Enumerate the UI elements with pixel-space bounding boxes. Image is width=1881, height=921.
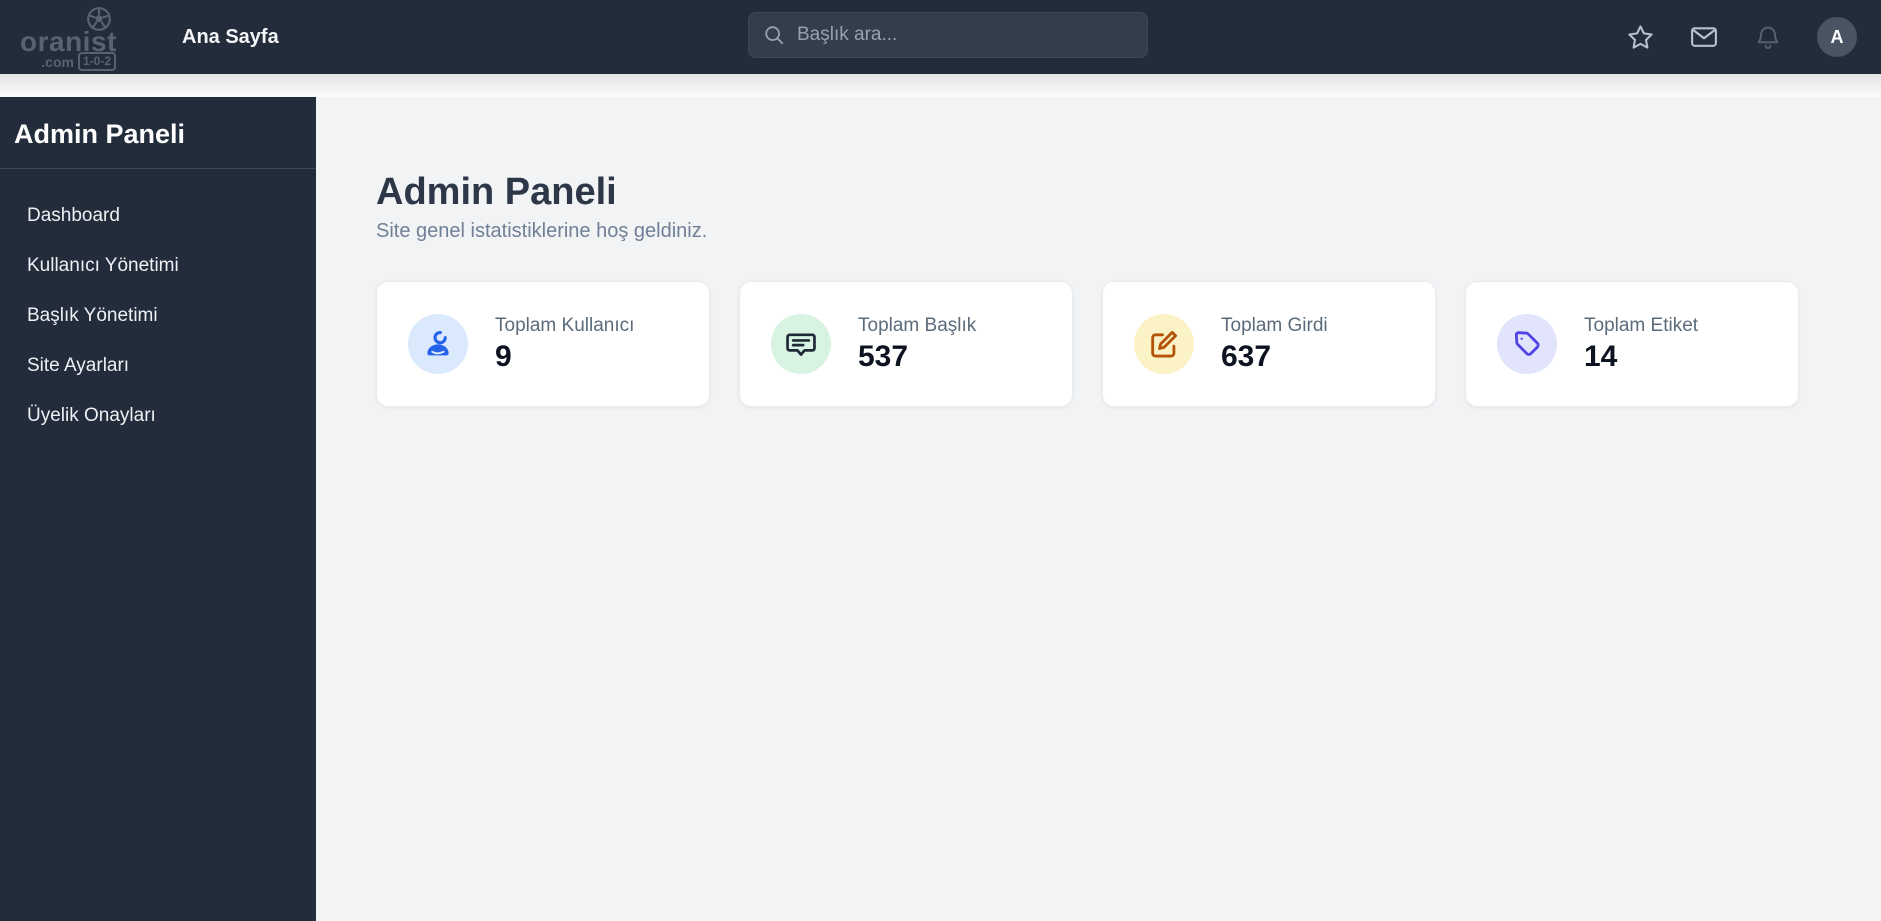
sidebar-header: Admin Paneli — [0, 97, 316, 169]
logo-text: oranist — [20, 26, 117, 57]
page-title: Admin Paneli — [376, 171, 617, 213]
sidebar-item-label: Dashboard — [27, 205, 120, 226]
stat-label: Toplam Başlık — [858, 314, 977, 336]
sidebar-item-uyelik-onaylari[interactable]: Üyelik Onayları — [0, 391, 316, 441]
stat-icon-circle — [408, 314, 468, 374]
logo-com-text: .com — [41, 53, 74, 70]
search-bar[interactable] — [748, 12, 1148, 58]
stat-value: 9 — [495, 339, 512, 373]
sidebar-item-dashboard[interactable]: Dashboard — [0, 191, 316, 241]
stat-icon-circle — [1497, 314, 1557, 374]
stat-icon-circle — [1134, 314, 1194, 374]
edit-square-icon — [1151, 330, 1178, 358]
search-icon — [765, 26, 784, 45]
sidebar-item-label: Site Ayarları — [27, 355, 130, 376]
stat-value: 14 — [1584, 339, 1618, 373]
sidebar-item-site-ayarlari[interactable]: Site Ayarları — [0, 341, 316, 391]
navbar-actions: A — [1625, 0, 1857, 74]
stat-label: Toplam Girdi — [1221, 314, 1328, 336]
favorites-star-icon[interactable] — [1625, 22, 1655, 52]
user-icon — [427, 330, 449, 356]
stat-value: 637 — [1221, 339, 1272, 373]
sidebar-item-label: Başlık Yönetimi — [27, 305, 158, 326]
sidebar-item-label: Kullanıcı Yönetimi — [27, 255, 179, 276]
sidebar-item-label: Üyelik Onayları — [27, 405, 156, 426]
top-navbar: oranist .com 1-0-2 Ana Sayfa — [0, 0, 1881, 74]
main-content: Admin Paneli Site genel istatistiklerine… — [316, 97, 1881, 921]
messages-mail-icon[interactable] — [1689, 22, 1719, 52]
sidebar-item-baslik-yonetimi[interactable]: Başlık Yönetimi — [0, 291, 316, 341]
header-shadow-strip — [0, 74, 1881, 97]
stat-card-toplam-etiket: Toplam Etiket 14 — [1465, 281, 1799, 407]
stat-label: Toplam Kullanıcı — [495, 314, 635, 336]
stat-icon-circle — [771, 314, 831, 374]
search-input[interactable] — [797, 24, 1133, 46]
user-avatar[interactable]: A — [1817, 17, 1857, 57]
nav-item-ana-sayfa[interactable]: Ana Sayfa — [182, 25, 279, 48]
stats-row: Toplam Kullanıcı 9 Toplam Başlık 537 — [376, 281, 1881, 407]
site-logo[interactable]: oranist .com 1-0-2 — [12, 6, 117, 71]
page-subtitle: Site genel istatistiklerine hoş geldiniz… — [376, 220, 708, 242]
soccer-ball-icon — [87, 7, 111, 31]
logo-version-badge: 1-0-2 — [77, 52, 116, 71]
tag-icon — [1514, 331, 1540, 356]
stat-card-toplam-baslik: Toplam Başlık 537 — [739, 281, 1073, 407]
stat-card-toplam-kullanici: Toplam Kullanıcı 9 — [376, 281, 710, 407]
logo-subline: .com 1-0-2 — [41, 52, 116, 71]
chat-bubble-icon — [786, 333, 816, 356]
sidebar-nav: Dashboard Kullanıcı Yönetimi Başlık Yöne… — [0, 169, 316, 441]
sidebar-item-kullanici-yonetimi[interactable]: Kullanıcı Yönetimi — [0, 241, 316, 291]
notifications-bell-icon[interactable] — [1753, 22, 1783, 52]
stat-label: Toplam Etiket — [1584, 314, 1699, 336]
stat-card-toplam-girdi: Toplam Girdi 637 — [1102, 281, 1436, 407]
sidebar-title: Admin Paneli — [14, 119, 186, 149]
stat-value: 537 — [858, 339, 909, 373]
admin-sidebar: Admin Paneli Dashboard Kullanıcı Yönetim… — [0, 97, 316, 921]
